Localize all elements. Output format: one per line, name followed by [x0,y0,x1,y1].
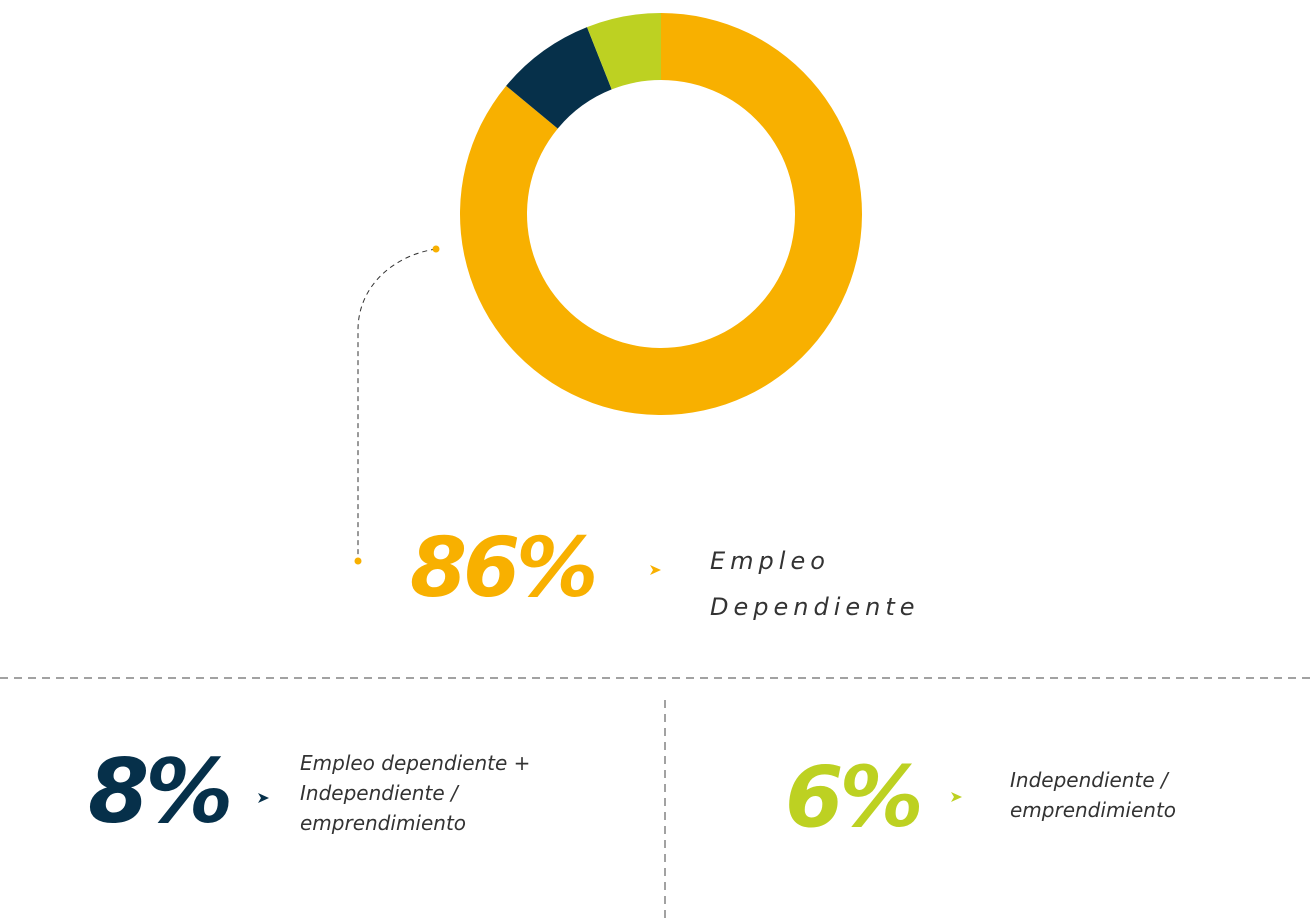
arrow [951,792,962,802]
donut-segment [506,27,612,129]
donut-segment [460,13,863,416]
arrow [258,793,269,803]
donut-segment [587,13,661,90]
category-label: Empleo dependiente + Independiente / emp… [300,751,531,835]
category-label: Empleo Dependiente [710,547,920,621]
value-label: 8% [88,740,233,843]
value-label: 86% [410,521,598,616]
connector-dot [354,557,362,565]
connector-line [357,248,437,560]
value-label: 6% [785,748,924,846]
arrow [650,565,661,575]
connector-dot [432,245,440,253]
category-label: Independiente / emprendimiento [1010,768,1177,822]
